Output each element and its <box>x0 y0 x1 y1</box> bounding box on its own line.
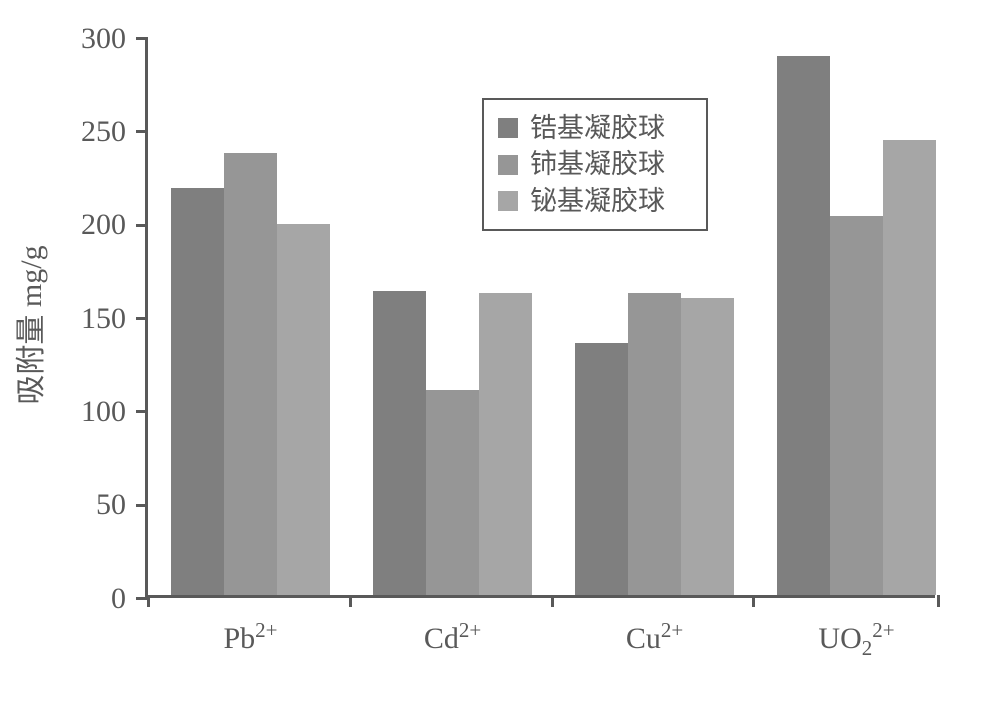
bar <box>628 293 681 595</box>
y-tick-label: 100 <box>56 395 126 429</box>
chart-container: 吸附量 mg/g 锆基凝胶球铈基凝胶球铋基凝胶球 0 50 100 150 200 250… <box>0 0 1000 707</box>
y-axis-title: 吸附量 mg/g <box>6 225 50 425</box>
y-tick <box>136 410 148 413</box>
bar <box>224 153 277 595</box>
x-category-label: Cd2+ <box>424 618 481 656</box>
y-tick-label: 300 <box>56 22 126 56</box>
legend-item: 铈基凝胶球 <box>498 146 692 182</box>
bar <box>277 224 330 595</box>
legend-label: 铋基凝胶球 <box>530 183 665 219</box>
bar <box>681 298 734 595</box>
y-tick <box>136 37 148 40</box>
bar <box>883 140 936 595</box>
legend-item: 铋基凝胶球 <box>498 183 692 219</box>
x-tick <box>937 595 940 607</box>
x-category-label: UO22+ <box>818 618 894 661</box>
legend-label: 锆基凝胶球 <box>530 110 665 146</box>
y-tick <box>136 130 148 133</box>
plot-area: 吸附量 mg/g 锆基凝胶球铈基凝胶球铋基凝胶球 050100150200250… <box>145 38 935 598</box>
y-tick <box>136 317 148 320</box>
legend-swatch <box>498 191 518 211</box>
bar <box>171 188 224 595</box>
x-tick <box>349 595 352 607</box>
bar <box>479 293 532 595</box>
legend-swatch <box>498 155 518 175</box>
y-tick-label: 200 <box>56 208 126 242</box>
y-tick-label: 150 <box>56 302 126 336</box>
x-category-label: Pb2+ <box>223 618 277 656</box>
legend: 锆基凝胶球铈基凝胶球铋基凝胶球 <box>482 98 708 231</box>
y-tick <box>136 224 148 227</box>
bar <box>373 291 426 595</box>
bar <box>830 216 883 595</box>
bar <box>426 390 479 595</box>
y-tick-label: 250 <box>56 115 126 149</box>
y-tick-label: 0 <box>56 582 126 616</box>
bar <box>777 56 830 595</box>
x-tick <box>551 595 554 607</box>
legend-swatch <box>498 118 518 138</box>
x-tick <box>752 595 755 607</box>
x-category-label: Cu2+ <box>626 618 683 656</box>
legend-item: 锆基凝胶球 <box>498 110 692 146</box>
y-tick <box>136 504 148 507</box>
legend-label: 铈基凝胶球 <box>530 146 665 182</box>
y-tick-label: 50 <box>56 488 126 522</box>
x-tick <box>147 595 150 607</box>
bar <box>575 343 628 595</box>
